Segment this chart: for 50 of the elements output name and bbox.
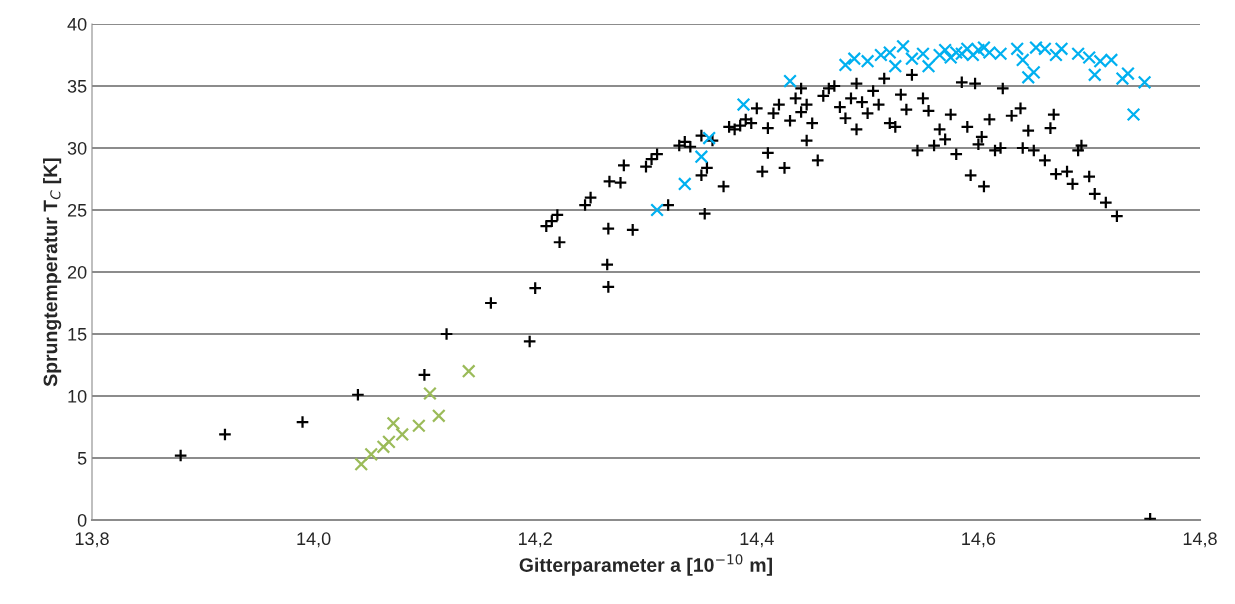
y-tick-label: 10: [68, 389, 87, 403]
y-tick-label: 40: [67, 17, 87, 31]
point: [905, 51, 919, 66]
point: [1010, 41, 1025, 56]
point: [1126, 107, 1141, 122]
point: [838, 58, 853, 72]
point: [650, 203, 664, 217]
point: [694, 149, 709, 164]
point: [1049, 48, 1063, 62]
x-tick-label: 14,4: [740, 532, 774, 548]
x-tick-label: 14,2: [519, 532, 552, 548]
point: [921, 59, 936, 74]
point: [411, 418, 426, 433]
y-tick-label: 35: [67, 79, 87, 93]
point: [1137, 75, 1152, 90]
point: [977, 40, 991, 55]
point: [1026, 65, 1041, 80]
x-tick-label: 14,6: [962, 532, 996, 548]
point: [1115, 71, 1130, 86]
point: [461, 364, 476, 379]
point: [1015, 53, 1030, 67]
x-axis-title: Gitterparameter a [10$^{−10}$ m]: [519, 554, 772, 576]
y-tick-label: 20: [67, 265, 87, 279]
point: [1087, 67, 1102, 82]
point: [386, 416, 401, 431]
y-tick-label: 25: [67, 203, 87, 217]
point: [1121, 66, 1135, 81]
point: [1021, 70, 1036, 85]
point: [354, 457, 369, 472]
point: [677, 177, 692, 191]
y-tick-label: 0: [77, 513, 87, 527]
point: [382, 434, 396, 449]
point: [423, 386, 437, 401]
x-tick-label: 14,0: [297, 532, 331, 548]
point: [896, 39, 910, 54]
point: [395, 427, 410, 442]
point: [376, 439, 391, 454]
y-tick-label: 30: [67, 141, 87, 155]
point: [1054, 41, 1069, 56]
x-tick-label: 13,8: [75, 532, 109, 548]
point: [364, 447, 379, 462]
y-tick-label: 15: [68, 328, 87, 341]
point: [431, 408, 446, 423]
point: [783, 74, 797, 88]
point: [736, 97, 751, 112]
y-tick-label: 5: [77, 452, 87, 465]
y-axis-title: Sprungtemperatur T$_{C}$ [K]: [43, 158, 62, 387]
x-tick-label: 14,8: [1183, 532, 1217, 548]
point: [888, 59, 903, 74]
point: [916, 46, 930, 61]
